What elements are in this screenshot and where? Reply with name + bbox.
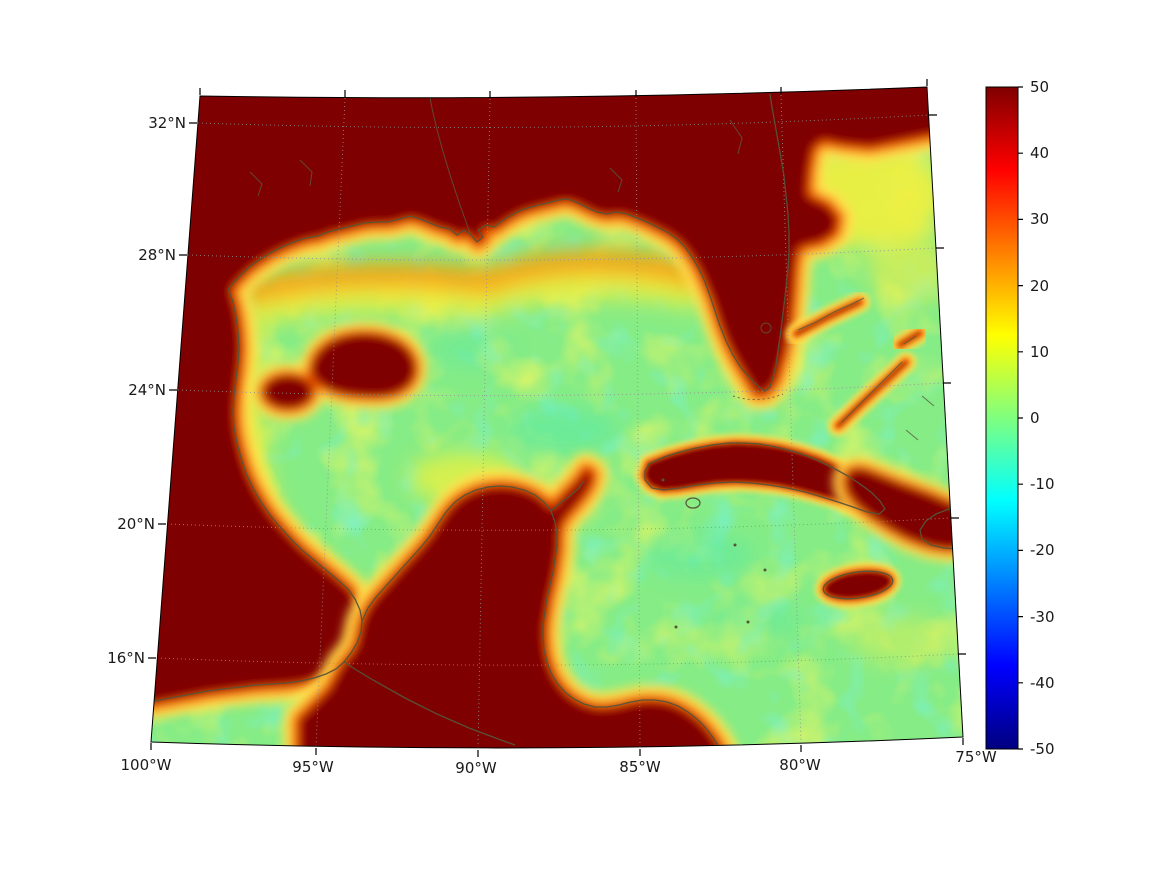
meridian-95w [315, 97, 346, 748]
map-border [150, 86, 964, 749]
colorbar-label-n40: -40 [1030, 674, 1055, 692]
colorbar-label-20: 20 [1030, 277, 1049, 295]
lake-okeechobee [760, 322, 772, 334]
graticule [156, 94, 959, 748]
meridian-80w [780, 94, 802, 745]
small-cays [661, 478, 767, 629]
colorbar-label-n20: -20 [1030, 541, 1055, 559]
lon-tick-label-90w: 90°W [455, 759, 497, 777]
florida-keys [732, 393, 784, 400]
cay-speck [763, 568, 767, 572]
colorbar-label-50: 50 [1030, 78, 1049, 96]
longitude-tick-labels: 100°W 95°W 90°W 85°W 80°W 75°W [121, 748, 997, 777]
cay-speck [661, 478, 665, 482]
lon-tick-label-80w: 80°W [779, 756, 821, 774]
coast-yucatan-honduras [361, 485, 719, 746]
cool-patch-cayman [645, 533, 755, 577]
cay-speck [674, 625, 678, 629]
coast-jamaica [822, 570, 894, 600]
colorbar-label-n30: -30 [1030, 608, 1055, 626]
colorbar-gradient-bar [985, 86, 1019, 750]
coast-bahamas-2 [841, 361, 903, 423]
lon-tick-label-95w: 95°W [292, 758, 334, 776]
coast-bahamas-1 [797, 297, 865, 331]
latitude-tick-labels: 32°N 28°N 24°N 20°N 16°N [107, 114, 186, 667]
lon-tick-label-85w: 85°W [619, 758, 661, 776]
meridian-90w [477, 98, 491, 748]
cool-patch-caribbean-south [715, 602, 805, 638]
lat-tick-label-32n: 32°N [148, 114, 186, 132]
colorbar-label-10: 10 [1030, 343, 1049, 361]
colorbar-label-40: 40 [1030, 144, 1049, 162]
colorbar-label-0: 0 [1030, 409, 1040, 427]
coast-isle-of-youth [685, 497, 701, 509]
lat-tick-label-28n: 28°N [138, 246, 176, 264]
lat-tick-label-24n: 24°N [128, 381, 166, 399]
warm-patch-bahamas [868, 234, 952, 302]
meridian-85w [635, 97, 641, 748]
warm-patch-caribbean-east [850, 616, 950, 664]
colorbar-label-n10: -10 [1030, 475, 1055, 493]
shelf-warm-band-orange [236, 251, 707, 306]
colorbar-label-n50: -50 [1030, 740, 1055, 758]
right-ticks [929, 114, 966, 655]
inland-water-features [249, 119, 743, 197]
coast-bahamas-3 [903, 335, 935, 441]
cay-speck [746, 620, 750, 624]
coast-mexico [151, 288, 363, 703]
colorbar-ticks [1018, 86, 1023, 750]
coast-hispaniola [919, 505, 963, 550]
parallel-16n [156, 653, 959, 666]
bottom-ticks [150, 738, 964, 757]
lat-tick-label-16n: 16°N [107, 649, 145, 667]
coast-us-gulf-florida [227, 93, 790, 392]
map-plot-area [151, 87, 963, 748]
axis-ticks [148, 79, 966, 757]
lon-tick-label-100w: 100°W [121, 756, 172, 774]
coast-guatemala-pacific [343, 661, 516, 746]
lat-tick-label-20n: 20°N [117, 515, 155, 533]
cay-speck [733, 543, 737, 547]
bahamas-streak-3 [900, 333, 920, 345]
colorbar-tick-labels: 50 40 30 20 10 0 -10 -20 -30 -40 -50 [1030, 78, 1055, 758]
mississippi-river [429, 97, 471, 234]
lon-tick-label-75w: 75°W [955, 748, 997, 766]
coast-cuba [644, 442, 886, 515]
colorbar-label-30: 30 [1030, 210, 1049, 228]
coast-cancun-spur [550, 480, 585, 512]
top-ticks [199, 79, 928, 98]
cool-patch-central-gulf [510, 408, 620, 452]
left-ticks [148, 122, 197, 659]
parallel-32n [197, 114, 930, 128]
cool-patch-west-gulf [430, 332, 510, 368]
coastlines [151, 93, 963, 746]
colorbar: 50 40 30 20 10 0 -10 -20 -30 -40 -50 [985, 78, 1055, 758]
